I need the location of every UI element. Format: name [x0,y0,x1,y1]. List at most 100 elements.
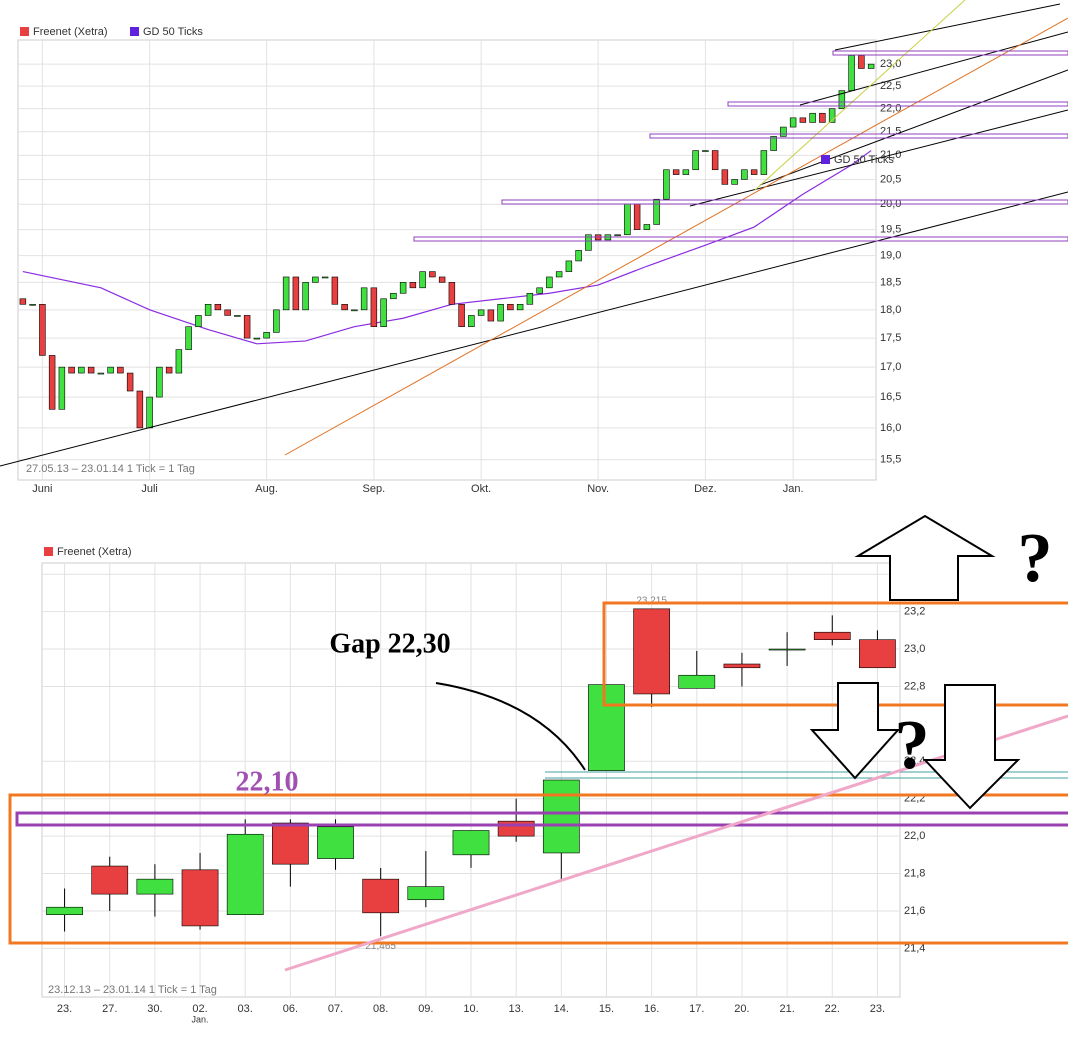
candle-body [516,303,524,311]
candle-body [253,337,261,340]
candle-body [497,303,504,322]
y-tick-label: 20,5 [880,173,901,185]
y-tick-label: 16,5 [880,391,901,403]
month-label: Jan. [192,1014,209,1024]
candle-body [409,282,417,289]
candle-body [468,315,475,327]
x-tick-label: 10. [463,1003,478,1015]
candle-body [292,276,300,311]
candle-body [243,315,251,339]
candle-body [750,169,758,175]
legend-swatch [44,547,53,556]
candle-body [452,830,490,856]
x-tick-label: Nov. [587,483,609,495]
candle-body [731,179,738,185]
ma-label: GD 50 Ticks [834,154,894,166]
candle-body [380,298,387,327]
candle-body [146,396,153,429]
x-tick-label: Aug. [255,483,278,495]
x-tick-label: 07. [328,1003,343,1015]
annotation: 22,10 [236,766,299,797]
candle-body [838,90,846,109]
candle-body [672,169,680,175]
x-tick-label: 17. [689,1003,704,1015]
trend-lines [0,0,1068,467]
candle-body [214,303,222,311]
legend-entry: GD 50 Ticks [143,26,203,38]
candle-body [181,869,219,927]
y-tick-label: 21,6 [904,905,925,917]
annotation: ? [1018,520,1053,597]
candle-body [780,126,787,137]
candle-body [204,303,212,316]
candle-body [702,150,709,152]
ma-label-swatch [821,155,830,164]
candle-body [91,865,129,895]
candle-body [624,203,631,236]
x-tick-label: Juli [141,483,158,495]
legend-entry: Freenet (Xetra) [57,546,132,558]
y-tick-label: 21,8 [904,867,925,879]
x-tick-label: 06. [283,1003,298,1015]
candle-body [370,287,378,327]
candle-body [536,287,543,294]
candle-body [858,55,865,69]
candle-body [87,366,95,374]
candle-body [321,276,329,279]
x-tick-label: 14. [554,1003,569,1015]
legend-swatch [20,27,29,36]
candle-body [317,826,354,859]
candle-body [487,309,495,322]
candle-body [263,332,270,339]
candle-body [819,112,826,123]
candle-body [185,326,192,350]
candle-body [546,276,553,289]
candle-body [542,779,580,854]
extreme-label: 23,215 [636,595,667,606]
y-tick-label: 19,5 [880,224,901,236]
candle-body [29,303,36,306]
y-tick-label: 19,0 [880,250,901,262]
candle-body [136,878,174,895]
candle-body [331,276,339,305]
candle-body [663,169,670,200]
candle-body [813,631,851,640]
candle-body [614,234,621,237]
candle-body [195,315,202,327]
candle-body [741,169,748,180]
candle-body [175,349,183,374]
candle-body [419,271,426,289]
candle-body [678,674,716,689]
candle-body [633,608,670,695]
candle-body [692,150,699,171]
x-tick-label: 30. [147,1003,162,1015]
candle-body [555,271,563,278]
y-tick-label: 18,5 [880,276,901,288]
candle-body [302,282,309,311]
y-tick-label: 23,0 [904,643,925,655]
candle-body [19,298,27,305]
extreme-label: 21,465 [365,941,396,952]
x-tick-label: 08. [373,1003,388,1015]
x-tick-label: Sep. [363,483,386,495]
candle-body [575,250,582,262]
y-tick-label: 17,0 [880,361,901,373]
candle-body [507,303,514,311]
candle-body [234,315,241,317]
candle-body [399,282,407,294]
candle-body [165,366,173,374]
candle-body [588,684,625,771]
candle-body [68,366,75,374]
candle-body [721,169,729,185]
candle-body [809,112,816,123]
footnote: 27.05.13 – 23.01.14 1 Tick = 1 Tag [26,463,195,475]
candle-body [526,292,534,305]
candle-body [497,820,535,837]
candle-body [407,886,445,901]
x-tick-label: 02. [192,1003,207,1015]
candle-body [643,224,651,230]
candle-body [711,150,719,171]
x-tick-label: 16. [644,1003,659,1015]
candle-body [351,309,358,312]
y-tick-label: 22,0 [904,830,925,842]
